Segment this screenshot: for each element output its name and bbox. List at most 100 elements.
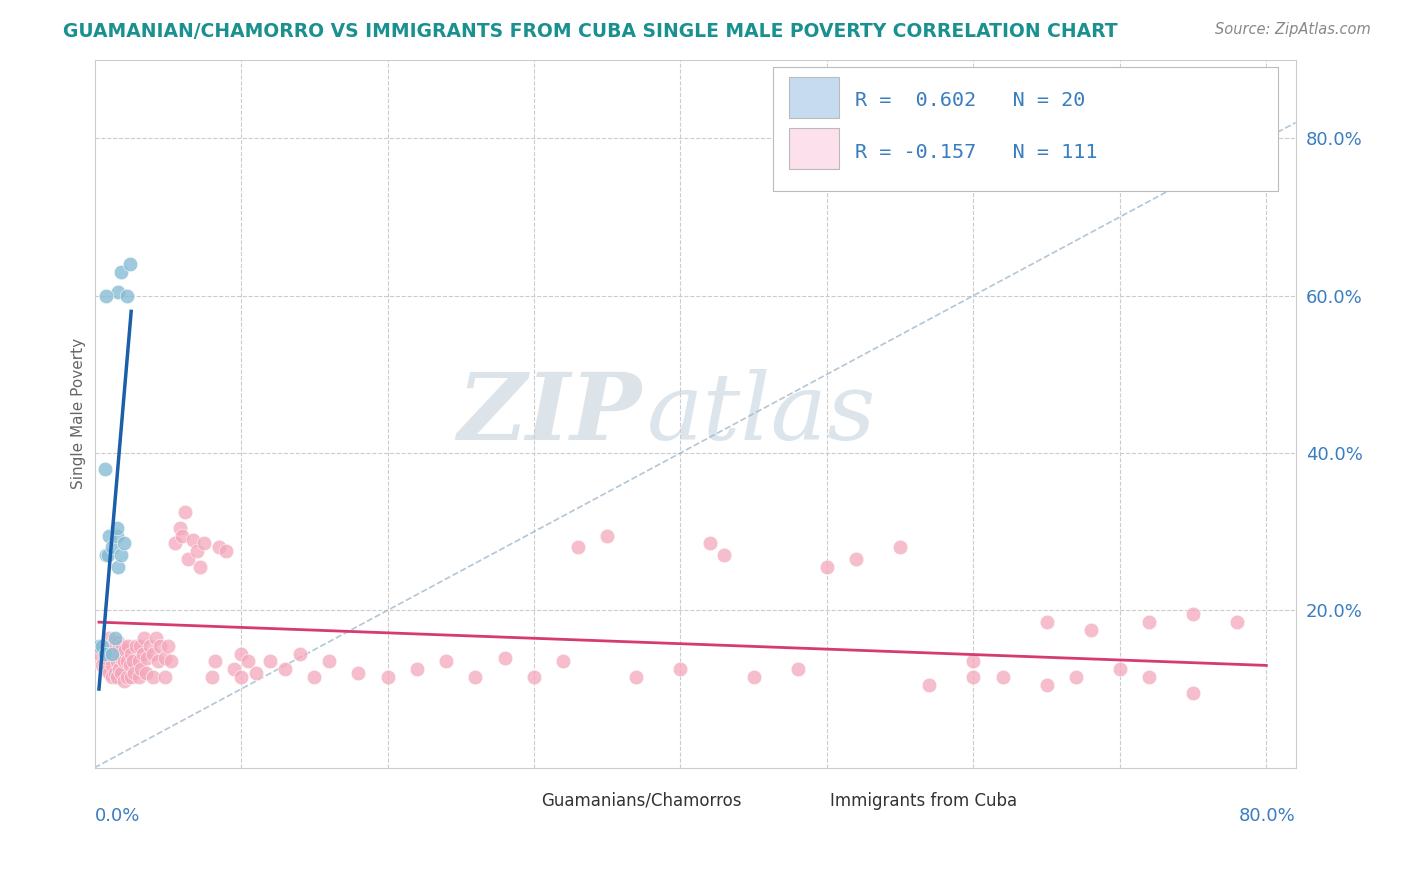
Point — [128, 670, 150, 684]
Point — [553, 655, 575, 669]
Point — [188, 560, 211, 574]
Point — [142, 670, 165, 684]
Text: 0.0%: 0.0% — [94, 806, 141, 824]
Point — [114, 642, 136, 657]
Point — [97, 549, 120, 563]
Point — [105, 670, 128, 684]
Point — [117, 639, 139, 653]
Text: ZIP: ZIP — [457, 368, 641, 458]
Point — [107, 285, 129, 299]
Point — [1182, 607, 1205, 622]
Point — [181, 533, 204, 547]
Point — [112, 674, 135, 689]
Point — [815, 560, 838, 574]
Point — [101, 647, 124, 661]
Point — [1182, 686, 1205, 700]
Point — [238, 655, 260, 669]
Point — [122, 666, 145, 681]
Point — [115, 670, 138, 684]
Point — [105, 521, 128, 535]
Point — [96, 549, 118, 563]
Point — [110, 265, 132, 279]
Point — [1137, 670, 1160, 684]
Text: R = -0.157   N = 111: R = -0.157 N = 111 — [855, 143, 1097, 162]
Point — [201, 670, 224, 684]
Point — [110, 666, 132, 681]
Point — [118, 658, 141, 673]
Point — [94, 647, 117, 661]
Point — [90, 639, 112, 653]
Point — [135, 666, 157, 681]
Point — [103, 642, 125, 657]
Point — [889, 541, 911, 555]
Point — [193, 536, 215, 550]
Point — [118, 257, 141, 271]
Point — [142, 647, 165, 661]
Point — [742, 670, 765, 684]
Point — [259, 655, 281, 669]
Point — [229, 670, 252, 684]
Point — [669, 662, 692, 676]
Point — [146, 655, 169, 669]
Point — [111, 639, 134, 653]
Point — [98, 528, 121, 542]
Point — [87, 639, 110, 653]
FancyBboxPatch shape — [773, 67, 1278, 191]
Point — [153, 650, 176, 665]
Point — [1035, 678, 1057, 692]
Point — [222, 662, 245, 676]
Point — [129, 639, 152, 653]
Point — [108, 662, 131, 676]
Point — [186, 544, 208, 558]
Point — [101, 541, 124, 555]
Point — [98, 647, 121, 661]
Point — [90, 658, 112, 673]
Point — [145, 631, 167, 645]
Point — [245, 666, 267, 681]
Point — [699, 536, 721, 550]
Point — [107, 635, 129, 649]
Point — [98, 666, 121, 681]
Point — [110, 549, 132, 563]
Text: Guamanians/Chamorros: Guamanians/Chamorros — [541, 792, 742, 810]
Point — [626, 670, 648, 684]
Point — [120, 670, 142, 684]
Point — [101, 670, 124, 684]
Point — [94, 662, 117, 676]
Y-axis label: Single Male Poverty: Single Male Poverty — [72, 338, 86, 489]
Point — [169, 521, 191, 535]
Point — [962, 655, 984, 669]
Point — [96, 650, 118, 665]
Point — [567, 541, 589, 555]
Point — [101, 658, 124, 673]
Point — [377, 670, 399, 684]
FancyBboxPatch shape — [789, 78, 839, 119]
Point — [104, 639, 127, 653]
Point — [215, 544, 238, 558]
Point — [347, 666, 370, 681]
Point — [105, 528, 128, 542]
Point — [121, 655, 143, 669]
Point — [124, 639, 146, 653]
FancyBboxPatch shape — [789, 128, 839, 169]
Point — [93, 639, 115, 653]
Point — [87, 647, 110, 661]
Point — [713, 549, 735, 563]
Point — [1137, 615, 1160, 629]
Point — [110, 650, 132, 665]
Point — [204, 655, 226, 669]
Point — [523, 670, 546, 684]
Text: 80.0%: 80.0% — [1239, 806, 1295, 824]
Point — [177, 552, 200, 566]
Point — [149, 639, 172, 653]
Point — [596, 528, 619, 542]
Point — [165, 536, 187, 550]
Point — [156, 639, 179, 653]
Point — [1064, 670, 1087, 684]
FancyBboxPatch shape — [785, 786, 821, 810]
Point — [96, 288, 118, 302]
Point — [98, 631, 121, 645]
Point — [103, 635, 125, 649]
Point — [132, 647, 155, 661]
Point — [115, 288, 138, 302]
